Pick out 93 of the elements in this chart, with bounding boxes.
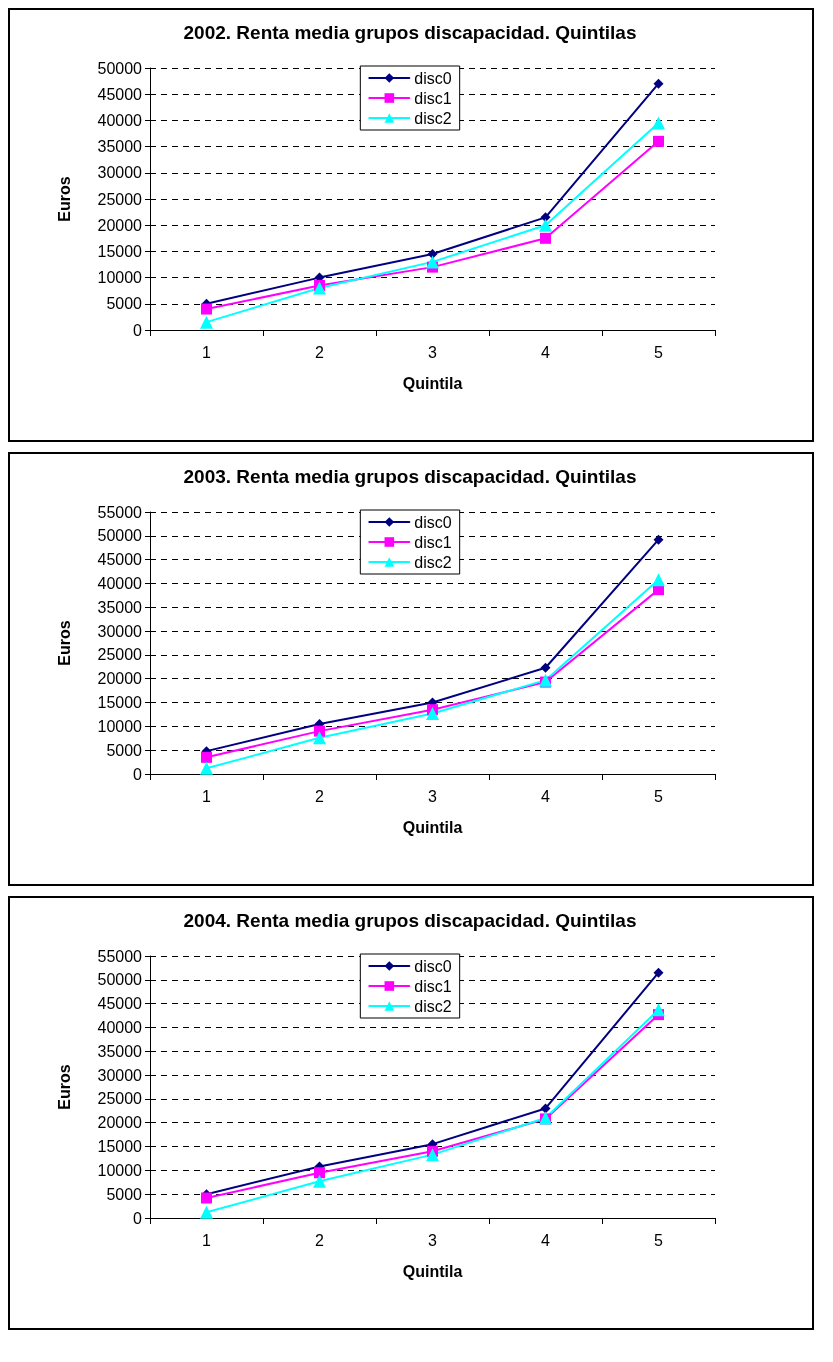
chart-title: 2003. Renta media grupos discapacidad. Quintilas <box>183 466 637 487</box>
x-tick-label: 2 <box>315 343 325 361</box>
y-tick-label: 30000 <box>97 1066 143 1084</box>
legend-label: disc1 <box>414 533 452 551</box>
point <box>653 967 664 978</box>
point <box>540 232 551 244</box>
x-tick-label: 1 <box>202 1231 212 1249</box>
x-axis-title: Quintila <box>402 374 463 392</box>
y-axis-title: Euros <box>55 176 73 222</box>
point <box>313 281 326 295</box>
legend-label: disc2 <box>414 553 452 571</box>
y-tick-label: 20000 <box>97 1114 143 1132</box>
y-tick-label: 20000 <box>97 670 143 688</box>
legend-label: disc0 <box>414 957 452 975</box>
y-tick-label: 35000 <box>97 598 143 616</box>
y-tick-label: 45000 <box>97 85 143 103</box>
y-tick-label: 15000 <box>97 1138 143 1156</box>
x-tick-label: 4 <box>541 1231 551 1249</box>
legend-label: disc1 <box>414 977 452 995</box>
x-tick-label: 4 <box>541 343 551 361</box>
point <box>313 1174 326 1188</box>
x-tick-label: 1 <box>202 787 212 805</box>
point <box>313 731 326 745</box>
point <box>426 255 439 269</box>
y-tick-label: 5000 <box>106 1185 143 1203</box>
y-tick-label: 25000 <box>97 1090 143 1108</box>
y-tick-label: 10000 <box>97 1161 143 1179</box>
y-tick-label: 0 <box>133 321 143 339</box>
y-axis-title: Euros <box>55 620 73 666</box>
point <box>201 303 212 315</box>
y-tick-label: 25000 <box>97 190 143 208</box>
y-tick-label: 50000 <box>97 59 143 77</box>
x-tick-label: 3 <box>428 343 438 361</box>
point <box>201 1192 212 1204</box>
y-tick-label: 30000 <box>97 622 143 640</box>
point <box>540 1103 551 1114</box>
point <box>652 116 665 130</box>
chart-title: 2004. Renta media grupos discapacidad. Quintilas <box>183 910 637 931</box>
x-tick-label: 2 <box>315 787 325 805</box>
y-tick-label: 45000 <box>97 551 143 569</box>
y-tick-label: 15000 <box>97 242 143 260</box>
x-tick-label: 5 <box>654 1231 664 1249</box>
y-tick-label: 25000 <box>97 646 143 664</box>
point <box>653 135 664 147</box>
x-axis-title: Quintila <box>402 818 463 836</box>
legend-label: disc0 <box>414 513 452 531</box>
x-tick-label: 5 <box>654 787 664 805</box>
y-tick-label: 20000 <box>97 216 143 234</box>
y-tick-label: 15000 <box>97 694 143 712</box>
y-tick-label: 50000 <box>97 527 143 545</box>
x-tick-label: 2 <box>315 1231 325 1249</box>
point <box>200 315 213 329</box>
x-tick-label: 1 <box>202 343 212 361</box>
point <box>201 751 212 763</box>
point <box>314 1167 325 1179</box>
y-tick-label: 55000 <box>97 947 143 965</box>
y-tick-label: 5000 <box>106 741 143 759</box>
y-tick-label: 30000 <box>97 164 143 182</box>
x-axis-title: Quintila <box>402 1262 463 1280</box>
y-tick-label: 35000 <box>97 138 143 156</box>
y-tick-label: 35000 <box>97 1042 143 1060</box>
y-tick-label: 45000 <box>97 995 143 1013</box>
x-tick-label: 4 <box>541 787 551 805</box>
y-tick-label: 55000 <box>97 503 143 521</box>
point <box>653 78 664 89</box>
x-tick-label: 5 <box>654 343 664 361</box>
point <box>200 1205 213 1219</box>
y-tick-label: 10000 <box>97 269 143 287</box>
point <box>426 1148 439 1162</box>
legend-label: disc0 <box>414 69 452 87</box>
point <box>652 1003 665 1017</box>
legend-label: disc2 <box>414 109 452 127</box>
point <box>539 218 552 232</box>
y-tick-label: 50000 <box>97 971 143 989</box>
point <box>652 573 665 587</box>
y-tick-label: 10000 <box>97 717 143 735</box>
point <box>200 761 213 775</box>
y-tick-label: 40000 <box>97 1018 143 1036</box>
point <box>540 212 551 223</box>
y-tick-label: 40000 <box>97 111 143 129</box>
chart-title: 2002. Renta media grupos discapacidad. Quintilas <box>183 22 637 43</box>
point <box>540 662 551 673</box>
y-tick-label: 40000 <box>97 574 143 592</box>
legend-label: disc1 <box>414 89 452 107</box>
y-tick-label: 5000 <box>106 295 143 313</box>
x-tick-label: 3 <box>428 787 438 805</box>
point <box>653 534 664 545</box>
point <box>426 707 439 720</box>
y-tick-label: 0 <box>133 765 143 783</box>
legend-label: disc2 <box>414 997 452 1015</box>
y-axis-title: Euros <box>55 1064 73 1110</box>
y-tick-label: 0 <box>133 1209 143 1227</box>
x-tick-label: 3 <box>428 1231 438 1249</box>
